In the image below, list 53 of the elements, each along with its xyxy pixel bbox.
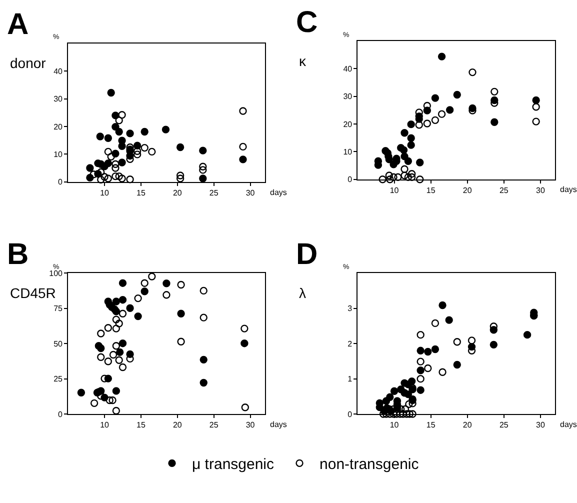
- x-tick-label: 15: [426, 186, 436, 195]
- x-tick-label: 15: [136, 188, 146, 198]
- x-tick-label: 15: [136, 420, 146, 430]
- x-tick-label: 20: [172, 420, 182, 430]
- legend-label: μ transgenic: [192, 456, 275, 474]
- chart-title: A: [7, 8, 29, 41]
- x-tick-label: 20: [172, 188, 182, 198]
- y-tick-label: 10: [343, 148, 353, 157]
- y-tick-label: 0: [58, 178, 64, 187]
- y-tick-label: 0: [348, 175, 353, 184]
- y-tick-label: 40: [54, 66, 64, 76]
- x-tick-label: 30: [246, 420, 256, 430]
- y-tick-label: 25: [54, 374, 64, 384]
- x-tick-label: 25: [209, 188, 219, 198]
- x-tick-label: 10: [100, 188, 110, 198]
- x-tick-label: 10: [390, 186, 400, 195]
- y-tick-label: 0: [348, 410, 353, 419]
- y-tick-label: 0: [58, 410, 64, 419]
- x-axis-title: days: [560, 185, 577, 194]
- y-tick-label: 20: [343, 120, 353, 129]
- x-axis-title: days: [270, 420, 287, 429]
- y-tick-label: 30: [343, 92, 353, 102]
- x-tick-label: 25: [499, 420, 509, 430]
- text: κ: [299, 53, 307, 69]
- y-tick-label: 30: [54, 94, 64, 104]
- y-tick-label: 10: [54, 150, 64, 159]
- x-tick-label: 15: [426, 420, 436, 430]
- y-tick-label: 20: [54, 122, 64, 132]
- x-tick-label: 10: [100, 420, 110, 430]
- x-tick-label: 10: [390, 420, 400, 430]
- chart-title: C: [296, 6, 318, 39]
- x-tick-label: 25: [209, 420, 219, 430]
- x-tick-label: 20: [462, 186, 472, 195]
- chart-title: D: [296, 238, 318, 271]
- x-tick-label: 20: [462, 420, 472, 430]
- x-axis-title: days: [560, 420, 577, 429]
- text: donor: [10, 55, 46, 71]
- legend-label: non-transgenic: [320, 456, 420, 474]
- text: CD45R: [10, 285, 56, 301]
- y-tick-label: 2: [348, 339, 353, 348]
- y-tick-label: 75: [54, 304, 64, 314]
- x-tick-label: 30: [536, 186, 546, 195]
- chart-title: B: [7, 238, 29, 271]
- x-tick-label: 25: [499, 186, 509, 195]
- y-tick-label: 3: [348, 304, 353, 314]
- y-tick-label: 40: [343, 64, 353, 74]
- y-tick-label: 50: [54, 339, 64, 348]
- y-tick-label: 100: [49, 269, 64, 278]
- x-tick-label: 30: [246, 188, 256, 198]
- x-axis-title: days: [270, 188, 287, 197]
- text: λ: [299, 285, 306, 301]
- x-tick-label: 30: [536, 420, 546, 430]
- y-tick-label: 1: [348, 374, 353, 384]
